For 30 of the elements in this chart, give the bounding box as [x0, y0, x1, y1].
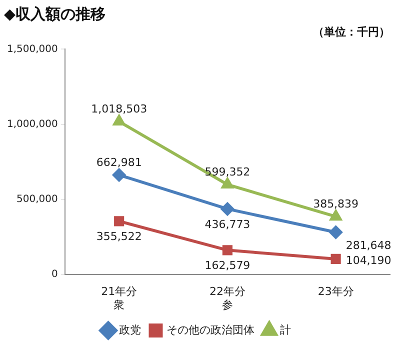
chart-title: ◆収入額の推移 — [4, 4, 106, 23]
point — [112, 168, 126, 182]
legend-label: 政党 — [118, 323, 141, 336]
point — [222, 245, 232, 256]
x-tick-label: 22年分参 — [209, 285, 246, 312]
legend-label: その他の政治団体 — [166, 323, 254, 336]
data-label: 1,018,503 — [91, 102, 148, 116]
data-label: 436,773 — [204, 218, 250, 231]
chart-subtitle: （単位：千円） — [313, 25, 390, 38]
data-label: 355,522 — [96, 230, 142, 244]
data-label: 599,352 — [204, 165, 250, 178]
y-tick-label: 1,500,000 — [6, 44, 58, 55]
data-label: 385,839 — [313, 197, 359, 210]
y-tick-label: 500,000 — [16, 194, 58, 206]
legend-label: 計 — [280, 323, 291, 336]
y-tick-label: 0 — [52, 269, 58, 280]
point — [330, 254, 341, 264]
y-tick-label: 1,000,000 — [6, 118, 58, 130]
point — [329, 226, 342, 239]
data-label: 281,648 — [346, 239, 392, 252]
x-tick-label: 21年分衆 — [101, 285, 138, 312]
data-label: 104,190 — [346, 254, 392, 267]
point — [220, 202, 234, 216]
point — [113, 115, 125, 126]
point — [222, 178, 234, 189]
point — [330, 210, 342, 221]
data-label: 162,579 — [204, 259, 250, 272]
x-tick-label: 23年分 — [318, 285, 354, 298]
point — [114, 216, 124, 226]
data-label: 662,981 — [96, 156, 142, 169]
